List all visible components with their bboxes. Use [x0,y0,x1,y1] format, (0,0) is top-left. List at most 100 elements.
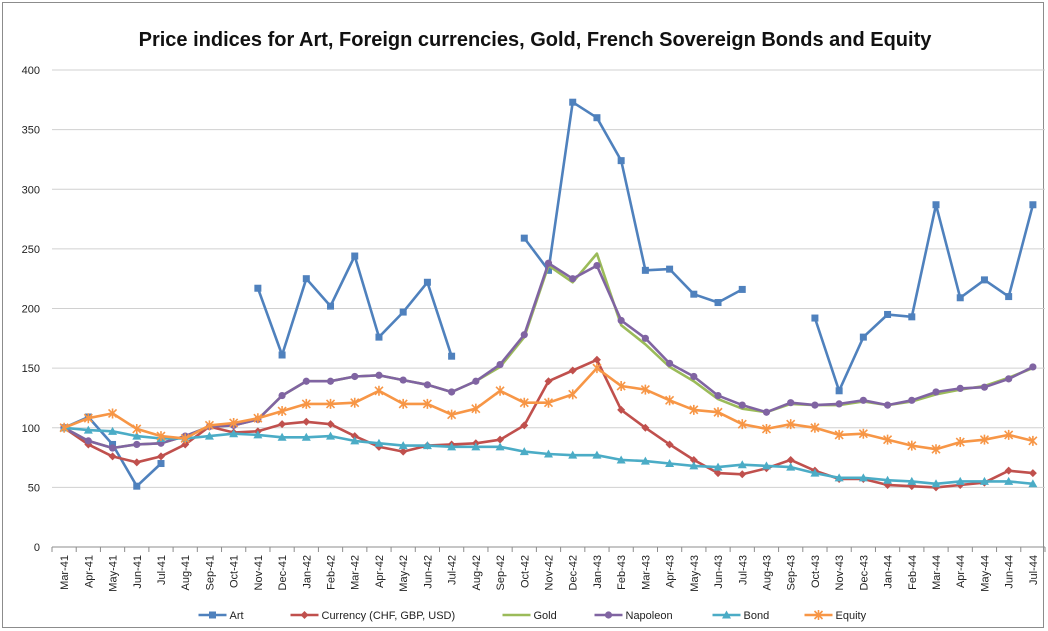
series-layer [59,98,1038,492]
x-tick-label: Aug-43 [761,555,773,590]
data-point [278,391,286,400]
data-point [423,381,432,389]
data-point [569,275,577,283]
x-tick-label: Feb-44 [907,555,919,590]
data-point [955,437,965,448]
x-tick-label: Mar-41 [59,555,71,590]
data-point [690,290,698,298]
data-point [229,429,239,438]
x-tick-label: Jun-43 [713,555,725,589]
legend-item: Currency (CHF, GBP, USD) [290,610,456,622]
data-point [326,431,336,440]
data-point [399,447,408,456]
data-point [132,423,142,434]
data-point [1028,435,1038,446]
x-tick-label: Apr-43 [665,555,677,588]
data-point [398,398,408,409]
x-tick-label: Jun-44 [1004,555,1016,589]
data-point [1028,479,1038,488]
data-point [83,425,93,434]
data-point [859,333,867,341]
data-point [762,408,771,416]
data-point [1028,469,1037,478]
legend-item: Equity [804,610,867,622]
data-point [593,114,601,122]
data-point [278,420,287,429]
data-point [277,432,287,441]
data-point [253,413,263,424]
data-point [156,431,166,442]
data-point [592,355,601,364]
grid-layer [52,69,1045,488]
data-point [519,447,529,456]
data-point [593,261,601,270]
data-point [399,376,407,384]
data-point [617,316,625,325]
legend-label: Currency (CHF, GBP, USD) [322,610,456,622]
data-point [689,461,699,470]
data-point [133,440,141,449]
series-bond [59,423,1038,488]
data-point [398,441,408,450]
x-tick-label: May-44 [979,555,991,592]
data-point [738,470,747,479]
data-point [302,377,310,385]
legend-label: Napoleon [626,610,673,622]
data-point [714,299,722,307]
data-point [543,397,554,408]
data-point [980,276,988,284]
data-point [713,407,723,418]
data-point [1005,375,1013,383]
data-point [132,431,142,440]
data-point [229,417,239,428]
x-tick-label: Aug-42 [471,555,483,590]
data-point [422,441,432,450]
data-point [835,400,843,408]
series-line [63,261,1034,450]
data-point [351,372,359,381]
data-point [350,436,360,445]
data-point [301,398,311,409]
data-point [254,284,262,292]
data-point [544,259,553,267]
data-point [520,421,529,430]
data-point [908,313,916,321]
data-point [495,385,505,396]
data-point [108,452,117,461]
legend-item: Napoleon [594,610,673,622]
data-point [204,431,214,440]
legend-label: Gold [534,610,557,622]
x-tick-label: Apr-41 [83,555,95,588]
data-point [569,98,577,106]
data-point [132,458,141,467]
data-point [907,440,917,451]
data-point [722,610,731,619]
data-point [641,423,650,432]
x-tick-label: Sep-41 [204,555,216,590]
data-point [835,387,843,395]
data-point [979,476,989,485]
data-point [59,422,69,433]
y-tick-label: 300 [22,184,40,196]
x-tick-label: Oct-42 [519,555,531,588]
legend-item: Bond [712,610,769,622]
data-point [641,266,649,274]
data-point [955,476,965,485]
data-point [884,310,892,318]
data-point [883,401,892,409]
data-point [932,388,940,396]
data-point [1029,201,1037,209]
x-tick-label: Dec-43 [858,555,870,590]
x-tick-label: Mar-44 [931,555,943,590]
data-point [568,389,578,400]
data-point [737,460,747,469]
data-point [519,397,529,408]
data-point [592,450,602,459]
data-point [979,434,990,445]
x-tick-label: Feb-42 [326,555,338,590]
data-point [278,351,286,359]
data-point [253,430,263,439]
data-point [471,403,481,414]
x-tick-label: Oct-41 [229,555,241,588]
